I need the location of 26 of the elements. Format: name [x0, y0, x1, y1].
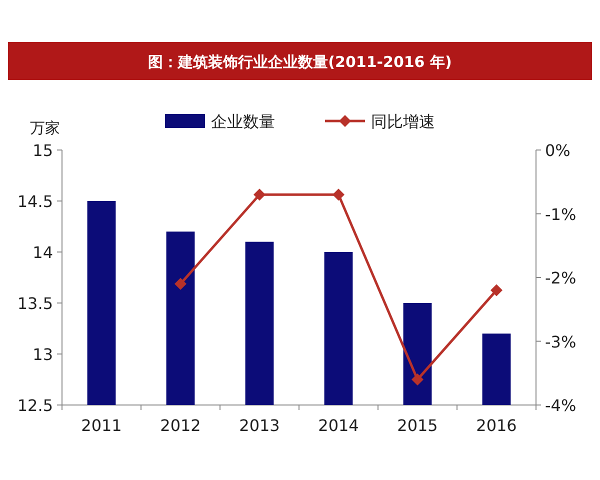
y2-tick-label: 0%	[545, 141, 570, 160]
x-tick-label: 2016	[476, 416, 517, 435]
y-tick-label: 13	[32, 345, 53, 364]
point	[254, 188, 266, 201]
x-tick-label: 2013	[239, 416, 280, 435]
x-tick-label: 2015	[397, 416, 438, 435]
y-tick-label: 15	[32, 141, 53, 160]
y2-tick-label: -3%	[545, 332, 576, 352]
legend-label: 同比增速	[371, 112, 435, 131]
x-tick-label: 2011	[81, 416, 122, 435]
x-tick-label: 2012	[160, 416, 201, 435]
y-tick-label: 13.5	[17, 294, 53, 313]
point	[174, 278, 186, 290]
point	[332, 188, 344, 201]
point	[412, 374, 424, 386]
legend-label: 企业数量	[211, 112, 275, 131]
y2-tick-label: -1%	[545, 204, 576, 224]
y2-tick-label: -4%	[545, 396, 576, 415]
y-tick-label: 12.5	[17, 396, 53, 415]
y-axis-title: 万家	[30, 119, 60, 137]
y-tick-label: 14	[32, 243, 53, 262]
chart-title: 图：建筑装饰行业企业数量(2011-2016 年)	[148, 53, 452, 71]
y-tick-label: 14.5	[17, 192, 53, 211]
x-tick-label: 2014	[318, 416, 359, 435]
point	[490, 284, 502, 296]
y2-tick-label: -2%	[545, 268, 576, 288]
